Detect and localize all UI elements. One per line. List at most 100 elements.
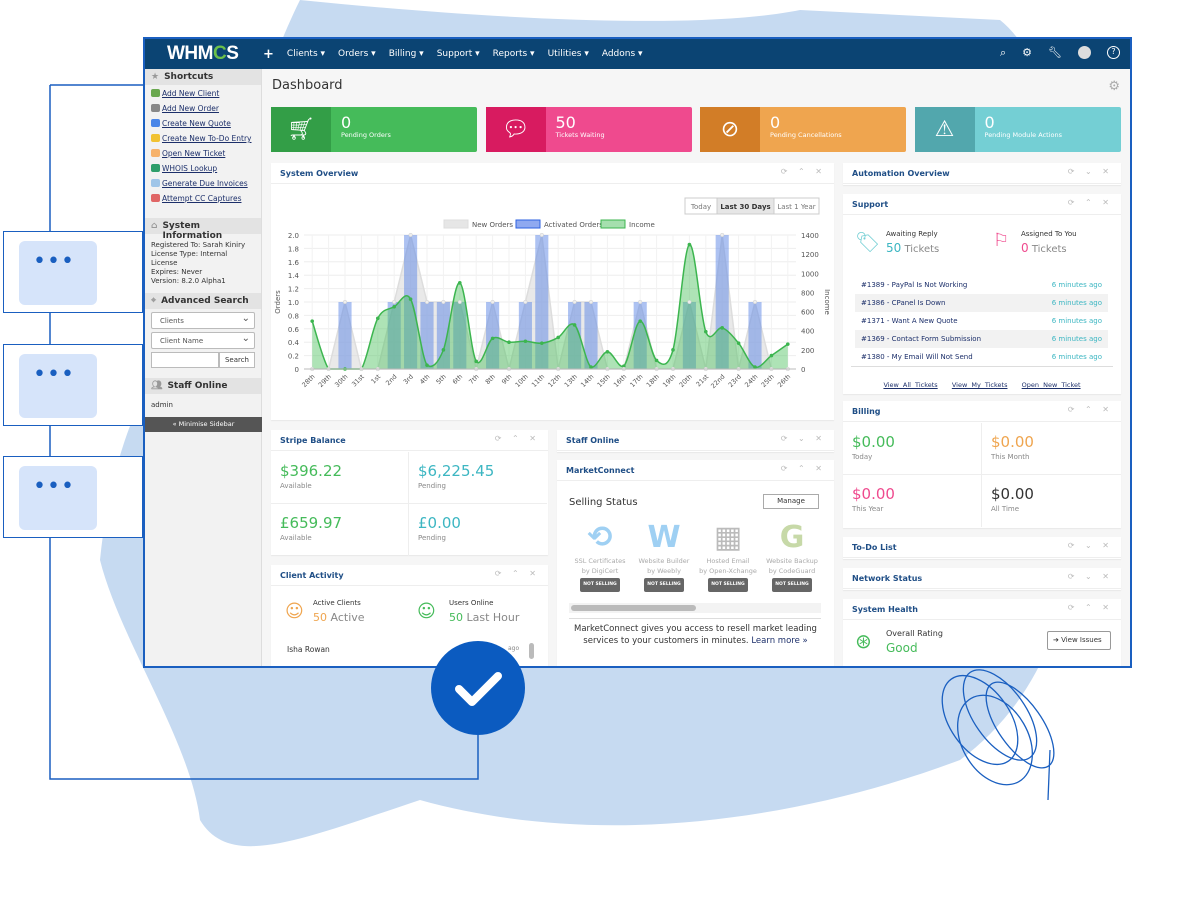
activated-orders-bar[interactable] (404, 235, 418, 369)
search-field-select[interactable]: Client Name (151, 332, 255, 349)
activated-orders-bar[interactable] (715, 235, 729, 369)
widget-controls[interactable]: ⟳ ⌃ ✕ (780, 464, 826, 473)
widget-controls[interactable]: ⟳ ⌃ ✕ (780, 167, 826, 176)
income-point[interactable] (769, 353, 774, 358)
widget-controls[interactable]: ⟳ ⌃ ✕ (1067, 198, 1113, 207)
income-point[interactable] (441, 348, 446, 352)
view-issues-button[interactable]: ➔ View Issues (1047, 631, 1111, 650)
widget-controls[interactable]: ⟳ ⌃ ✕ (1067, 405, 1113, 414)
widget-controls[interactable]: ⟳ ⌄ ✕ (1067, 572, 1113, 581)
search-button[interactable]: Search (218, 352, 255, 368)
awaiting-reply-value[interactable]: 50 Tickets (886, 241, 940, 255)
new-orders-point[interactable] (441, 299, 446, 305)
activated-orders-bar[interactable] (387, 302, 401, 369)
income-point[interactable] (392, 304, 396, 309)
marketconnect-service[interactable]: ▦ Hosted Email by Open-Xchange NOT SELLING (693, 520, 763, 592)
minimise-sidebar-button[interactable]: « Minimise Sidebar (145, 417, 262, 432)
range-label[interactable]: Today (690, 203, 711, 211)
income-point[interactable] (572, 323, 577, 327)
new-orders-point[interactable] (490, 299, 495, 305)
scrollbar[interactable] (529, 643, 534, 659)
search-icon[interactable]: ⌕ (999, 46, 1007, 59)
range-button[interactable] (773, 197, 820, 215)
ticket-row[interactable]: #1369 - Contact Form Submission 6 minutes… (855, 330, 1108, 348)
nav-support[interactable]: Support ▾ (436, 49, 480, 59)
ticket-row[interactable]: #1380 - My Email Will Not Send 6 minutes … (855, 348, 1108, 366)
stat-pending-orders[interactable]: 🛒︎ 0 Pending Orders (271, 107, 477, 152)
income-point[interactable] (589, 365, 593, 369)
new-orders-point[interactable] (588, 299, 594, 305)
add-button[interactable]: + (263, 46, 274, 62)
search-input[interactable] (151, 352, 219, 368)
activated-orders-bar[interactable] (633, 302, 647, 369)
income-point[interactable] (556, 335, 560, 340)
income-point[interactable] (425, 363, 429, 367)
activated-orders-bar[interactable] (584, 302, 598, 369)
client-name[interactable]: Isha Rowan (287, 645, 330, 654)
activated-orders-bar[interactable] (682, 302, 696, 369)
avatar-icon[interactable] (1078, 46, 1091, 59)
nav-utilities[interactable]: Utilities ▾ (547, 49, 589, 59)
new-orders-point[interactable] (752, 299, 758, 305)
income-point[interactable] (687, 242, 692, 247)
activated-orders-bar[interactable] (338, 302, 352, 369)
income-point[interactable] (720, 326, 724, 330)
activated-orders-bar[interactable] (486, 302, 500, 369)
gear-icon[interactable]: ⚙ (1108, 79, 1120, 94)
view-all-tickets-link[interactable]: View All Tickets (883, 381, 938, 389)
widget-controls[interactable]: ⟳ ⌄ ✕ (1067, 167, 1113, 176)
widget-controls[interactable]: ⟳ ⌃ ✕ (494, 569, 540, 578)
new-orders-point[interactable] (408, 232, 413, 238)
new-orders-point[interactable] (572, 299, 577, 305)
shortcut-link[interactable]: Create New To-Do Entry (145, 134, 261, 149)
new-orders-point[interactable] (457, 299, 462, 305)
income-point[interactable] (310, 319, 314, 323)
wrench-icon[interactable]: 🔧︎ (1048, 46, 1062, 59)
open-new-ticket-link[interactable]: Open New Ticket (1021, 381, 1081, 389)
marketconnect-service[interactable]: ⟲ SSL Certificates by DigiCert NOT SELLING (565, 520, 635, 592)
shortcut-link[interactable]: Add New Client (145, 89, 261, 104)
new-orders-point[interactable] (687, 299, 692, 305)
income-point[interactable] (540, 341, 544, 345)
shortcut-link[interactable]: Add New Order (145, 104, 261, 119)
learn-more-link[interactable]: Learn more » (751, 636, 808, 646)
shortcut-link[interactable]: Generate Due Invoices (145, 179, 261, 194)
activated-orders-bar[interactable] (568, 302, 582, 369)
widget-controls[interactable]: ⟳ ⌄ ✕ (1067, 541, 1113, 550)
range-label[interactable]: Last 1 Year (777, 203, 815, 211)
manage-button[interactable]: Manage (763, 494, 819, 509)
activated-orders-bar[interactable] (748, 302, 762, 369)
income-point[interactable] (474, 359, 478, 364)
activated-orders-bar[interactable] (420, 302, 434, 369)
range-label[interactable]: Last 30 Days (720, 203, 770, 211)
income-point[interactable] (376, 316, 380, 321)
income-point[interactable] (507, 340, 511, 344)
stat-pending-cancellations[interactable]: ⊘ 0 Pending Cancellations (700, 107, 906, 152)
ticket-row[interactable]: #1389 - PayPal Is Not Working 6 minutes a… (855, 276, 1108, 294)
widget-controls[interactable]: ⟳ ⌃ ✕ (494, 434, 540, 443)
income-point[interactable] (622, 364, 626, 368)
cogs-icon[interactable]: ⚙ (1022, 46, 1033, 59)
nav-clients[interactable]: Clients ▾ (286, 49, 326, 59)
income-point[interactable] (638, 319, 642, 323)
shortcut-link[interactable]: Attempt CC Captures (145, 194, 261, 209)
activated-orders-bar[interactable] (535, 235, 549, 369)
new-orders-point[interactable] (720, 232, 725, 238)
marketconnect-service[interactable]: G Website Backup by CodeGuard NOT SELLING (757, 520, 827, 592)
income-point[interactable] (736, 341, 741, 345)
new-orders-point[interactable] (392, 299, 397, 305)
activated-orders-bar[interactable] (436, 302, 450, 369)
new-orders-point[interactable] (638, 299, 643, 305)
ticket-row[interactable]: #1371 - Want A New Quote 6 minutes ago (855, 312, 1108, 330)
income-point[interactable] (523, 339, 528, 344)
nav-billing[interactable]: Billing ▾ (388, 49, 424, 59)
nav-addons[interactable]: Addons ▾ (601, 49, 643, 59)
new-orders-point[interactable] (539, 232, 544, 238)
widget-controls[interactable]: ⟳ ⌄ ✕ (780, 434, 826, 443)
income-point[interactable] (605, 349, 610, 354)
view-my-tickets-link[interactable]: View My Tickets (951, 381, 1008, 389)
marketconnect-service[interactable]: W Website Builder by Weebly NOT SELLING (629, 520, 699, 592)
income-point[interactable] (704, 329, 708, 334)
nav-orders[interactable]: Orders ▾ (338, 49, 376, 59)
activated-orders-bar[interactable] (518, 302, 532, 369)
